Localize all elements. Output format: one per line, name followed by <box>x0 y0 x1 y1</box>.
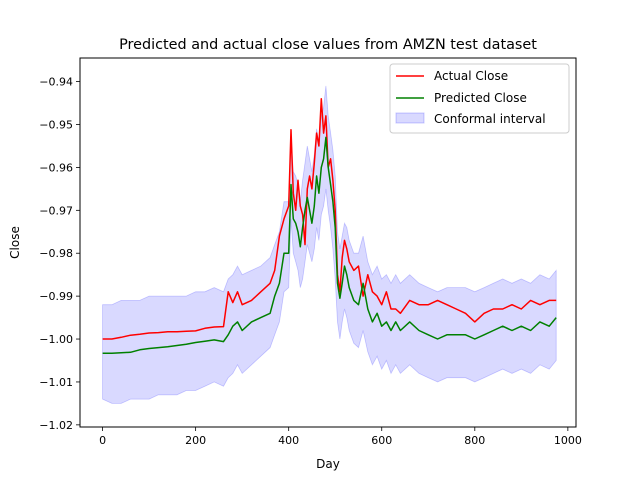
legend: Actual Close Predicted Close Conformal i… <box>389 63 570 134</box>
series-layer <box>102 98 557 354</box>
x-tick-label: 200 <box>185 434 206 447</box>
y-tick-label: −0.98 <box>39 247 73 260</box>
y-tick-label: −1.02 <box>39 419 73 432</box>
y-tick-label: −0.99 <box>39 290 73 303</box>
y-tick-label: −1.00 <box>39 333 73 346</box>
legend-label-actual: Actual Close <box>434 69 508 83</box>
x-tick-label: 1000 <box>554 434 582 447</box>
y-axis: −1.02 −1.01 −1.00 −0.99 −0.98 −0.97 −0.96 −0.95… <box>39 76 80 432</box>
x-tick-label: 400 <box>278 434 299 447</box>
conformal-interval-layer <box>102 85 557 404</box>
y-axis-label: Close <box>8 226 22 259</box>
y-tick-label: −0.95 <box>39 119 73 132</box>
legend-box <box>389 63 570 134</box>
legend-label-interval: Conformal interval <box>434 112 546 126</box>
legend-swatch-interval <box>395 112 425 124</box>
x-tick-label: 800 <box>464 434 485 447</box>
y-tick-label: −1.01 <box>39 376 73 389</box>
y-tick-label: −0.96 <box>39 161 73 174</box>
x-tick-label: 600 <box>371 434 392 447</box>
series-line-predicted-close <box>102 136 557 354</box>
legend-label-predicted: Predicted Close <box>434 91 527 105</box>
y-tick-label: −0.97 <box>39 204 73 217</box>
chart-title: Predicted and actual close values from A… <box>119 37 537 53</box>
series-line-actual-close <box>102 98 557 340</box>
x-tick-label: 0 <box>99 434 106 447</box>
x-axis: 0 200 400 600 800 1000 <box>99 427 582 447</box>
conformal-interval-band <box>102 85 557 404</box>
y-tick-label: −0.94 <box>39 76 73 89</box>
plot-frame <box>79 57 577 428</box>
x-axis-label: Day <box>316 457 340 471</box>
